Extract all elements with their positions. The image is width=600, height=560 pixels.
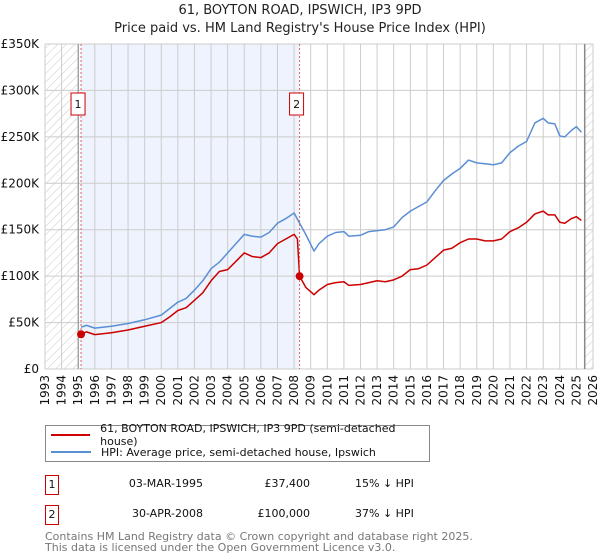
legend-label-hpi: HPI: Average price, semi-detached house,…: [101, 445, 376, 459]
x-tick-label: 1998: [121, 375, 135, 406]
x-tick-label: 2015: [403, 375, 417, 406]
sale-label-box: [289, 92, 305, 116]
property-price-line: [80, 210, 582, 336]
x-tick-label: 2012: [354, 375, 368, 406]
x-tick-label: 2026: [586, 375, 600, 406]
x-tick-label: 2009: [304, 375, 318, 406]
x-tick-label: 2001: [171, 375, 185, 406]
sale-price: £100,000: [257, 507, 311, 520]
sale-hpi-diff: 15% ↓ HPI: [355, 477, 414, 490]
x-tick-label: 2007: [270, 375, 284, 406]
x-tick-label: 2000: [154, 375, 168, 406]
sale-point: [295, 272, 304, 281]
x-tick-label: 2018: [453, 375, 467, 406]
y-tick-label: £250K: [1, 130, 41, 144]
x-tick-label: 2021: [503, 375, 517, 406]
y-tick-label: £50K: [8, 316, 40, 330]
sale-row-2: 2 30-APR-2008 £100,000 37% ↓ HPI: [45, 505, 445, 525]
x-tick-label: 2024: [553, 375, 567, 406]
footer-licence: This data is licensed under the Open Gov…: [45, 541, 396, 554]
sale-point: [77, 330, 86, 339]
sale-row-1: 1 03-MAR-1995 £37,400 15% ↓ HPI: [45, 475, 445, 495]
x-tick-label: 1995: [71, 375, 85, 406]
y-tick-label: £200K: [1, 176, 41, 190]
hpi-line: [80, 117, 582, 329]
sale-number-badge: 1: [45, 475, 59, 495]
sale-number-badge: 2: [45, 505, 59, 525]
x-tick-label: 1996: [88, 375, 102, 406]
x-tick-label: 2005: [237, 375, 251, 406]
x-tick-label: 2004: [221, 375, 235, 406]
legend-swatch-hpi: [51, 451, 91, 453]
y-tick-label: £0: [24, 362, 39, 376]
legend-item-hpi: HPI: Average price, semi-detached house,…: [51, 444, 376, 460]
y-tick-label: £350K: [1, 37, 41, 51]
y-tick-label: £150K: [1, 223, 41, 237]
sale-date: 30-APR-2008: [131, 507, 203, 520]
x-tick-label: 2008: [287, 375, 301, 406]
sale-label-text: 2: [293, 98, 300, 111]
x-tick-label: 2022: [520, 375, 534, 406]
x-tick-label: 2010: [320, 375, 334, 406]
sale-date: 03-MAR-1995: [128, 477, 203, 490]
no-data-hatch: [584, 44, 593, 369]
x-tick-label: 1994: [55, 375, 69, 406]
footer-copyright: Contains HM Land Registry data © Crown c…: [45, 530, 473, 543]
x-tick-label: 2002: [187, 375, 201, 406]
chart-legend: 61, BOYTON ROAD, IPSWICH, IP3 9PD (semi-…: [45, 422, 430, 462]
x-tick-label: 2011: [337, 375, 351, 406]
x-tick-label: 2006: [254, 375, 268, 406]
y-tick-label: £300K: [1, 83, 41, 97]
sale-label-box: [70, 92, 86, 116]
x-tick-label: 2014: [387, 375, 401, 406]
x-tick-label: 2020: [486, 375, 500, 406]
y-tick-label: £100K: [1, 269, 41, 283]
x-tick-label: 1997: [104, 375, 118, 406]
chart-subtitle: Price paid vs. HM Land Registry's House …: [114, 21, 486, 36]
ownership-period-shade: [81, 44, 300, 369]
x-tick-label: 1999: [138, 375, 152, 406]
x-tick-label: 2003: [204, 375, 218, 406]
x-tick-label: 1993: [38, 375, 52, 406]
x-tick-label: 2013: [370, 375, 384, 406]
sale-hpi-diff: 37% ↓ HPI: [355, 507, 414, 520]
legend-swatch-property: [51, 434, 91, 436]
chart-title: 61, BOYTON ROAD, IPSWICH, IP3 9PD: [178, 3, 422, 18]
x-tick-label: 2017: [437, 375, 451, 406]
legend-item-property: 61, BOYTON ROAD, IPSWICH, IP3 9PD (semi-…: [51, 422, 429, 448]
x-tick-label: 2025: [569, 375, 583, 406]
legend-label-property: 61, BOYTON ROAD, IPSWICH, IP3 9PD (semi-…: [100, 422, 396, 448]
x-tick-label: 2023: [536, 375, 550, 406]
sale-price: £37,400: [264, 477, 311, 490]
x-tick-label: 2016: [420, 375, 434, 406]
sale-label-text: 1: [75, 98, 82, 111]
x-tick-label: 2019: [470, 375, 484, 406]
